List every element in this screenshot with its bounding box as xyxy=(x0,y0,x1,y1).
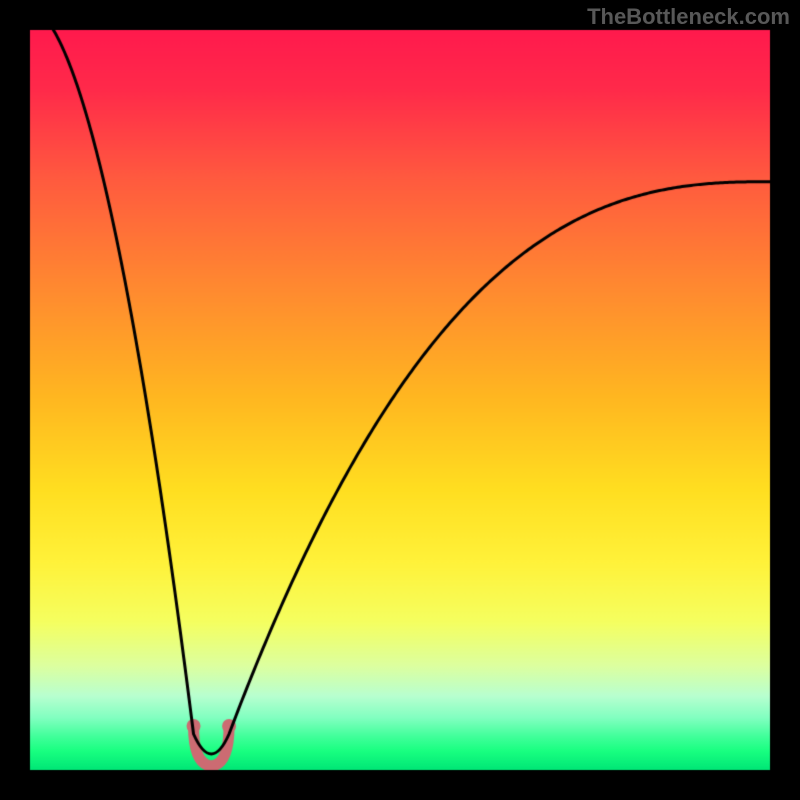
chart-stage: TheBottleneck.com xyxy=(0,0,800,800)
bottleneck-chart-canvas xyxy=(0,0,800,800)
